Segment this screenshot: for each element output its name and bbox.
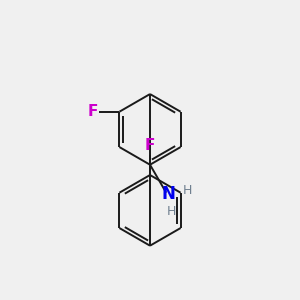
Text: N: N xyxy=(162,184,176,202)
Text: H: H xyxy=(167,205,176,218)
Text: F: F xyxy=(87,104,98,119)
Text: H: H xyxy=(183,184,192,197)
Text: F: F xyxy=(145,138,155,153)
